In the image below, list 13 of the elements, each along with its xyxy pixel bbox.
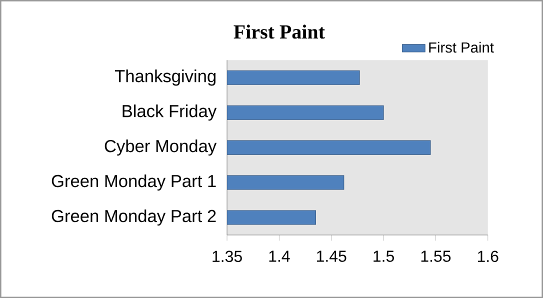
y-tick-label: Thanksgiving: [114, 69, 216, 86]
x-tick-label: 1.4: [269, 250, 290, 262]
y-tick-label: Cyber Monday: [104, 139, 217, 156]
chart-title: First Paint: [234, 24, 325, 39]
legend-label: First Paint: [429, 42, 494, 53]
x-tick-label: 1.6: [478, 250, 498, 262]
y-tick-label: Green Monday Part 1: [52, 174, 216, 191]
x-tick-label: 1.35: [212, 250, 242, 262]
y-tick-label: Green Monday Part 2: [52, 209, 216, 226]
x-tick-label: 1.5: [374, 250, 394, 262]
x-tick-label: 1.45: [317, 250, 346, 262]
x-tick-label: 1.55: [421, 250, 451, 262]
y-tick-label: Black Friday: [122, 104, 217, 121]
